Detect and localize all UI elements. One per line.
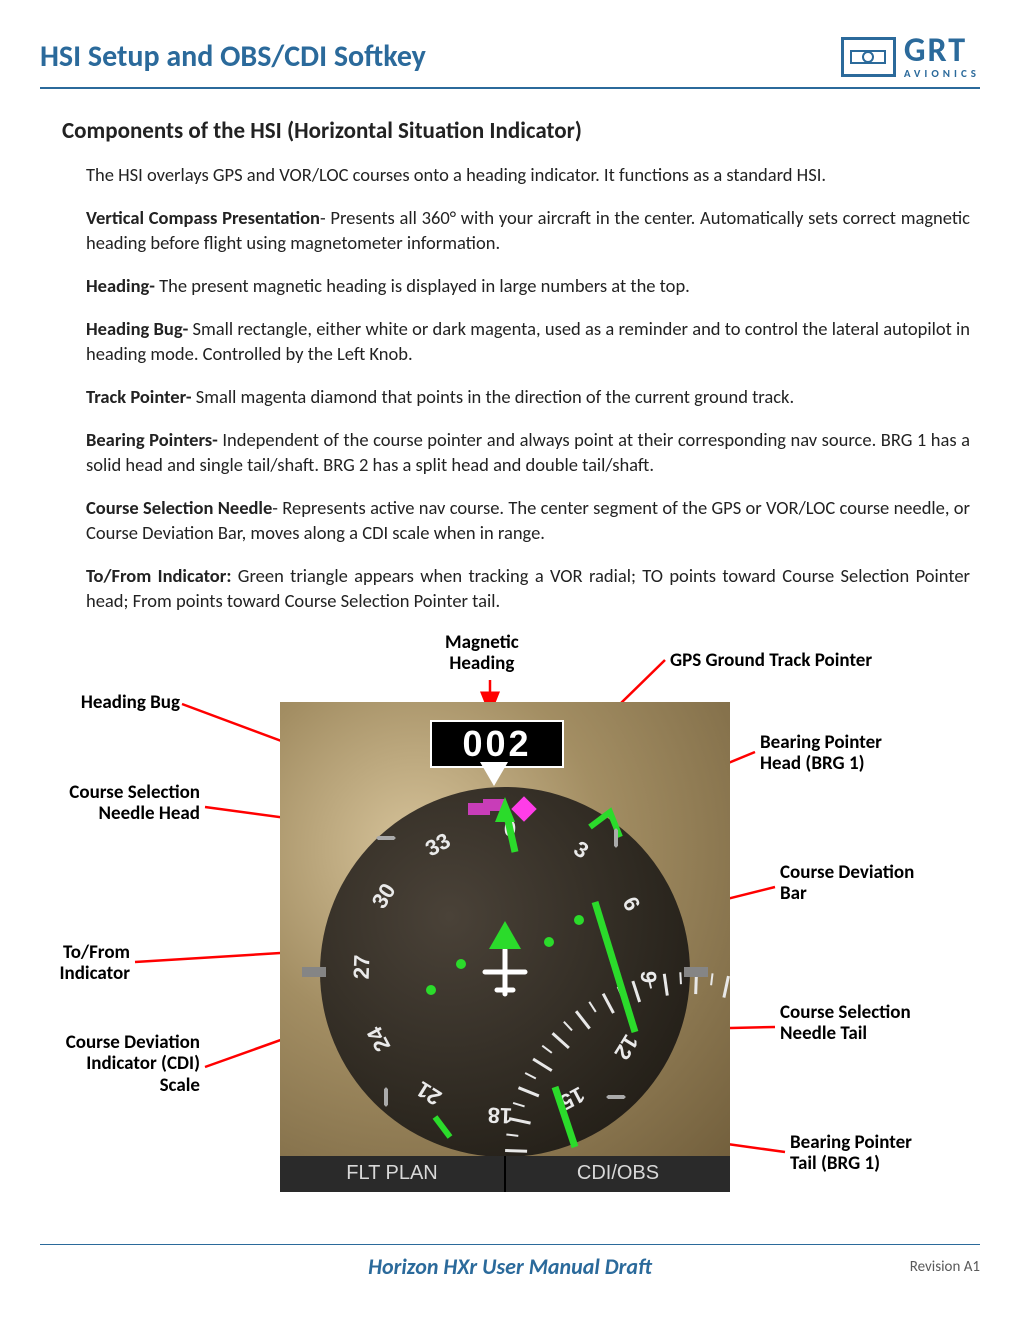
label-heading-bug: Heading Bug bbox=[81, 692, 180, 714]
para-bearing: Bearing Pointers- Independent of the cou… bbox=[86, 428, 970, 478]
hsi-display: 002 03691215182124273033 bbox=[280, 702, 730, 1192]
section-title: Components of the HSI (Horizontal Situat… bbox=[62, 117, 980, 145]
label-brg1-tail: Bearing Pointer Tail (BRG 1) bbox=[790, 1132, 912, 1176]
label-course-tail: Course Selection Needle Tail bbox=[780, 1002, 911, 1046]
page-title: HSI Setup and OBS/CDI Softkey bbox=[40, 38, 426, 75]
hsi-diagram: Magnetic Heading GPS Ground Track Pointe… bbox=[40, 632, 980, 1212]
hsi-background: 002 03691215182124273033 bbox=[280, 702, 730, 1192]
para-track: Track Pointer- Small magenta diamond tha… bbox=[86, 385, 970, 410]
para-heading: Heading- The present magnetic heading is… bbox=[86, 274, 970, 299]
para-bug: Heading Bug- Small rectangle, either whi… bbox=[86, 317, 970, 367]
para-tofrom: To/From Indicator: Green triangle appear… bbox=[86, 564, 970, 614]
lubber-line-icon bbox=[480, 762, 508, 786]
footer-revision: Revision A1 bbox=[910, 1258, 980, 1276]
label-course-head: Course Selection Needle Head bbox=[69, 782, 200, 826]
label-cdi-scale: Course Deviation Indicator (CDI) Scale bbox=[66, 1032, 200, 1098]
softkey-flt-plan[interactable]: FLT PLAN bbox=[280, 1156, 506, 1192]
para-course: Course Selection Needle- Represents acti… bbox=[86, 496, 970, 546]
label-gps-track: GPS Ground Track Pointer bbox=[670, 650, 872, 672]
label-cdi-bar: Course Deviation Bar bbox=[780, 862, 914, 906]
para-vcp: Vertical Compass Presentation- Presents … bbox=[86, 206, 970, 256]
label-brg1-head: Bearing Pointer Head (BRG 1) bbox=[760, 732, 882, 776]
para-intro: The HSI overlays GPS and VOR/LOC courses… bbox=[86, 163, 970, 188]
label-magnetic-heading: Magnetic Heading bbox=[445, 632, 519, 676]
softkey-cdi-obs[interactable]: CDI/OBS bbox=[506, 1156, 730, 1192]
logo-sub: AVIONICS bbox=[904, 68, 980, 79]
softkey-bar: FLT PLAN CDI/OBS bbox=[280, 1156, 730, 1192]
label-tofrom: To/From Indicator bbox=[59, 942, 130, 986]
footer-title: Horizon HXr User Manual Draft bbox=[40, 1253, 980, 1280]
heading-box: 002 bbox=[430, 720, 564, 768]
logo: GRT AVIONICS bbox=[841, 34, 980, 79]
page-header: HSI Setup and OBS/CDI Softkey GRT AVIONI… bbox=[40, 34, 980, 89]
course-needle bbox=[320, 787, 690, 1157]
compass-rose: 03691215182124273033 bbox=[320, 787, 690, 1157]
logo-icon bbox=[841, 37, 896, 77]
page-footer: Horizon HXr User Manual Draft Revision A… bbox=[40, 1244, 980, 1280]
logo-main: GRT bbox=[904, 34, 980, 68]
